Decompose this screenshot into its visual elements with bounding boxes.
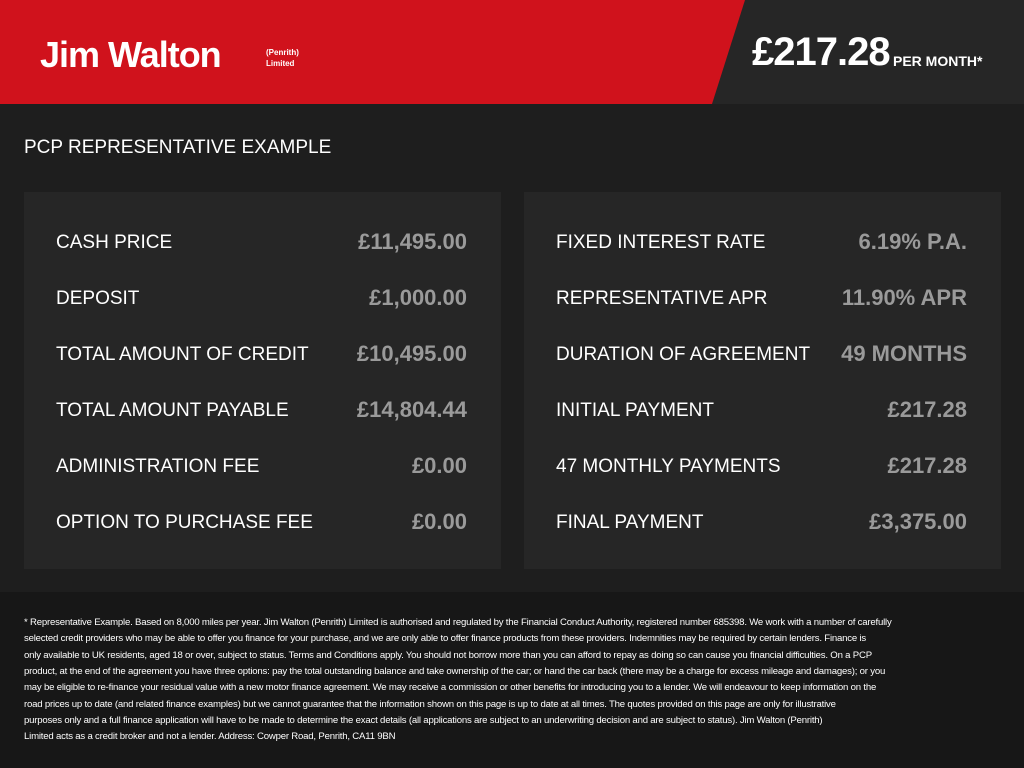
footer bbox=[0, 592, 1024, 768]
monthly-price: £217.28 bbox=[752, 30, 891, 74]
logo-sub: (Penrith) bbox=[266, 48, 299, 57]
row-label: FINAL PAYMENT bbox=[556, 512, 704, 533]
disclaimer-line: road prices up to date (and related fina… bbox=[24, 698, 836, 710]
row-value: £0.00 bbox=[411, 453, 467, 478]
logo: Jim Walton bbox=[40, 34, 222, 75]
header-brand bbox=[0, 0, 745, 104]
disclaimer-line: only available to UK residents, aged 18 … bbox=[24, 649, 872, 661]
row-label: DURATION OF AGREEMENT bbox=[556, 344, 811, 365]
disclaimer-line: * Representative Example. Based on 8,000… bbox=[24, 617, 892, 628]
price-suffix: PER MONTH* bbox=[893, 53, 983, 69]
row-label: CASH PRICE bbox=[56, 232, 173, 253]
disclaimer-line: product, at the end of the agreement you… bbox=[24, 665, 886, 677]
row-value: £10,495.00 bbox=[356, 341, 467, 366]
row-value: £0.00 bbox=[411, 509, 467, 534]
left-panel bbox=[24, 192, 501, 569]
row-label: TOTAL AMOUNT PAYABLE bbox=[56, 400, 289, 421]
row-value: £3,375.00 bbox=[869, 509, 967, 534]
disclaimer-line: Limited acts as a credit broker and not … bbox=[24, 731, 396, 743]
row-label: TOTAL AMOUNT OF CREDIT bbox=[56, 344, 309, 365]
right-panel bbox=[524, 192, 1001, 569]
row-label: OPTION TO PURCHASE FEE bbox=[56, 512, 313, 533]
row-value: £14,804.44 bbox=[356, 397, 467, 422]
row-label: REPRESENTATIVE APR bbox=[556, 288, 768, 309]
section-title: PCP REPRESENTATIVE EXAMPLE bbox=[24, 137, 332, 158]
row-value: 11.90% APR bbox=[841, 285, 967, 310]
row-label: INITIAL PAYMENT bbox=[556, 400, 715, 421]
row-value: £11,495.00 bbox=[358, 229, 467, 254]
row-label: DEPOSIT bbox=[56, 288, 140, 309]
row-value: 6.19% P.A. bbox=[858, 229, 967, 254]
disclaimer-line: selected credit providers who may be abl… bbox=[24, 633, 867, 645]
disclaimer-line: purposes only and a full finance applica… bbox=[24, 714, 823, 726]
row-label: FIXED INTEREST RATE bbox=[556, 232, 766, 253]
row-value: £1,000.00 bbox=[369, 285, 467, 310]
row-label: ADMINISTRATION FEE bbox=[56, 456, 260, 477]
row-value: £217.28 bbox=[887, 397, 967, 422]
row-value: 49 MONTHS bbox=[841, 341, 967, 366]
row-label: 47 MONTHLY PAYMENTS bbox=[556, 456, 781, 477]
disclaimer-line: may be eligible to re-finance your resid… bbox=[24, 682, 877, 694]
logo-sub: Limited bbox=[266, 59, 295, 68]
row-value: £217.28 bbox=[887, 453, 967, 478]
